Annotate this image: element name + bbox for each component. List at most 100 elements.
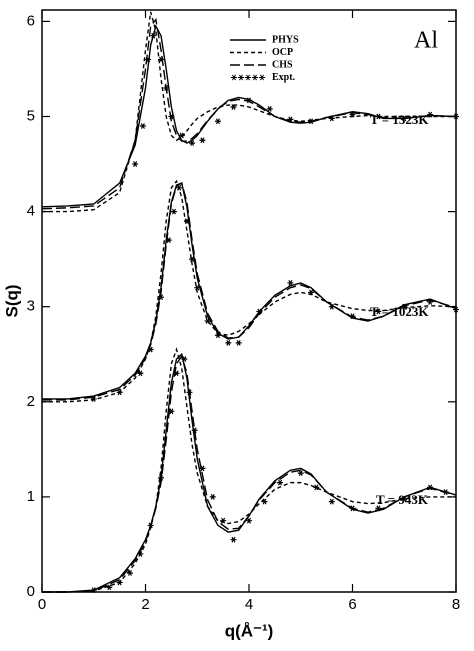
temperature-label: T = 1323K: [370, 112, 429, 127]
expt-marker: [375, 308, 382, 315]
legend-marker: [238, 74, 244, 81]
chart-label: Al: [414, 28, 438, 54]
expt-marker: [137, 551, 144, 557]
expt-marker: [349, 505, 356, 512]
legend-marker: [245, 74, 251, 81]
legend-label: Expt.: [272, 72, 296, 83]
expt-marker: [181, 356, 188, 362]
curve: [42, 352, 457, 593]
expt-marker: [246, 97, 252, 104]
temperature-label: T = 943K: [376, 492, 429, 507]
expt-marker: [158, 56, 165, 63]
expt-marker: [220, 517, 227, 524]
expt-marker: [158, 474, 165, 481]
x-tick-label: 2: [141, 596, 149, 613]
curve: [42, 347, 456, 593]
expt-marker: [189, 140, 196, 147]
expt-marker: [90, 396, 97, 402]
expt-marker: [246, 517, 252, 524]
expt-marker: [214, 332, 221, 339]
expt-marker: [163, 85, 170, 91]
expt-marker: [147, 346, 154, 353]
legend-label: PHYS: [272, 34, 299, 45]
expt-marker: [137, 370, 144, 377]
expt-marker: [261, 498, 268, 505]
y-tick-label: 5: [27, 107, 35, 124]
expt-marker: [199, 465, 206, 472]
expt-marker: [328, 303, 335, 310]
expt-marker: [116, 579, 123, 586]
curve: [42, 11, 456, 213]
expt-marker: [235, 339, 242, 346]
y-tick-label: 2: [27, 393, 35, 410]
expt-marker: [204, 318, 211, 324]
expt-marker: [183, 218, 190, 225]
expt-marker: [225, 339, 232, 346]
expt-marker: [277, 479, 284, 486]
x-tick-label: 6: [348, 596, 356, 613]
expt-marker: [150, 32, 157, 39]
temperature-label: T = 1023K: [370, 304, 429, 319]
expt-marker: [230, 536, 237, 543]
legend-marker: [259, 74, 265, 81]
expt-marker: [401, 495, 408, 502]
expt-marker: [230, 104, 237, 110]
expt-marker: [442, 489, 449, 496]
y-tick-label: 4: [27, 203, 35, 220]
expt-marker: [256, 308, 263, 315]
x-axis-label: q(Å⁻¹): [225, 621, 274, 640]
expt-marker: [313, 484, 320, 491]
y-tick-label: 3: [27, 298, 35, 315]
curve: [42, 182, 457, 401]
expt-marker: [349, 111, 356, 118]
expt-marker: [453, 113, 459, 120]
expt-marker: [266, 106, 273, 112]
expt-marker: [126, 570, 133, 576]
expt-marker: [173, 370, 180, 377]
expt-marker: [401, 303, 408, 310]
curve: [42, 354, 457, 593]
expt-marker: [186, 389, 193, 396]
y-tick-label: 6: [27, 12, 35, 29]
expt-marker: [189, 256, 196, 263]
expt-marker: [116, 389, 123, 396]
expt-marker: [349, 313, 356, 320]
expt-marker: [427, 299, 434, 305]
y-tick-label: 1: [27, 488, 35, 505]
expt-marker: [132, 161, 139, 167]
legend-marker: [231, 74, 237, 81]
legend-marker: [252, 74, 258, 81]
expt-marker: [287, 116, 294, 123]
expt-marker: [375, 505, 382, 512]
expt-marker: [199, 137, 206, 144]
expt-marker: [178, 132, 185, 139]
expt-marker: [168, 113, 175, 120]
expt-marker: [170, 208, 177, 215]
expt-marker: [214, 118, 221, 125]
expt-marker: [209, 494, 216, 500]
expt-marker: [191, 427, 198, 434]
curve: [41, 17, 457, 210]
expt-marker: [401, 115, 408, 122]
expt-marker: [194, 284, 201, 291]
y-tick-label: 0: [27, 583, 35, 600]
expt-marker: [90, 587, 97, 593]
expt-marker: [139, 123, 146, 129]
expt-marker: [165, 237, 172, 244]
expt-marker: [427, 111, 434, 118]
expt-marker: [147, 522, 154, 529]
x-tick-label: 4: [245, 596, 253, 613]
expt-marker: [328, 498, 335, 505]
expt-marker: [427, 484, 434, 491]
legend-label: CHS: [272, 59, 293, 70]
expt-marker: [297, 470, 304, 477]
legend-label: OCP: [272, 47, 293, 58]
curve: [42, 182, 457, 400]
expt-marker: [328, 115, 335, 122]
expt-marker: [176, 184, 183, 191]
expt-marker: [106, 584, 113, 591]
expt-marker: [308, 289, 315, 296]
expt-marker: [453, 306, 459, 313]
expt-marker: [145, 56, 152, 63]
